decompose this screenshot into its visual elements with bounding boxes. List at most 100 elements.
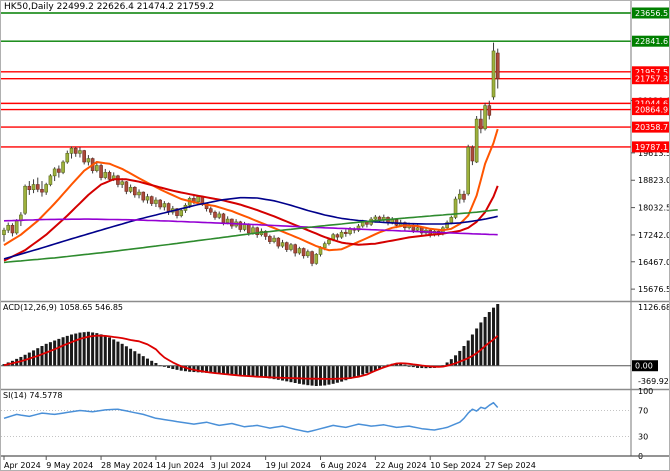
- macd-histogram-bar: [470, 334, 474, 366]
- macd-histogram-bar: [281, 365, 285, 381]
- candle-body: [35, 184, 40, 190]
- price-scale-label: 18823.0: [638, 176, 670, 185]
- macd-histogram-bar: [150, 360, 154, 366]
- level-flag-text: 19787.1: [635, 143, 668, 152]
- macd-histogram-bar: [48, 342, 52, 366]
- macd-histogram-bar: [496, 304, 500, 366]
- candle-body: [145, 196, 150, 201]
- candle-body: [128, 186, 133, 192]
- rsi-line: [3, 401, 499, 433]
- level-flag-box: [632, 35, 669, 47]
- macd-histogram-bar: [129, 348, 133, 366]
- candle-body: [225, 218, 230, 223]
- macd-histogram-bar: [276, 365, 280, 380]
- candle-body: [301, 248, 306, 257]
- candle-body: [141, 191, 146, 201]
- candle-body: [95, 165, 99, 171]
- rsi-axis-label: 30: [638, 433, 648, 442]
- macd-histogram-bar: [255, 365, 259, 377]
- level-flag-box: [632, 66, 669, 78]
- candle-body: [483, 105, 487, 130]
- date-label: 6 Aug 2024: [321, 461, 367, 470]
- macd-histogram-bar: [124, 346, 128, 366]
- level-price-flag: 22841.6: [632, 35, 669, 47]
- date-axis-group[interactable]: Apr 2024 9 May 2024 28 May 2024 14 Jun 2024…: [3, 456, 536, 470]
- candle-body: [10, 225, 15, 234]
- candle-body: [339, 231, 344, 238]
- candle-body: [377, 216, 382, 221]
- macd-histogram-bar: [268, 365, 272, 379]
- macd-histogram-bar: [200, 365, 204, 373]
- level-flag-box: [632, 141, 669, 153]
- candle-body: [162, 203, 167, 208]
- macd-histogram-bar: [251, 365, 255, 377]
- ma-long-purple: [3, 218, 498, 236]
- level-flag-box: [632, 97, 669, 109]
- candle-body: [82, 150, 86, 163]
- macd-histogram-bar: [141, 356, 145, 366]
- macd-histogram-bar: [411, 365, 415, 368]
- macd-histogram-bar: [36, 348, 40, 366]
- candle-body: [149, 196, 154, 204]
- candle-body: [276, 237, 281, 247]
- macd-histogram-bar: [454, 355, 458, 366]
- macd-histogram-bar: [420, 365, 424, 369]
- candle-body: [487, 105, 492, 116]
- level-flag-text: 23656.5: [635, 9, 668, 18]
- candle-body: [99, 165, 103, 178]
- price-scale-label: 19613.5: [638, 149, 670, 158]
- macd-histogram-bar: [331, 365, 335, 384]
- candle-body: [137, 191, 141, 196]
- candle-body: [289, 244, 293, 250]
- macd-histogram-bar: [424, 365, 428, 369]
- macd-histogram-bar: [259, 365, 263, 378]
- candle-body: [335, 234, 340, 238]
- macd-histogram-bar: [352, 365, 356, 378]
- candle-body: [103, 172, 108, 178]
- macd-histogram-bar: [226, 365, 230, 375]
- date-label: 19 Jul 2024: [266, 461, 311, 470]
- macd-histogram-bar: [487, 312, 491, 366]
- macd-histogram-bar: [91, 332, 95, 366]
- macd-histogram-bar: [458, 350, 462, 366]
- date-label: 14 Jun 2024: [156, 461, 204, 470]
- macd-histogram-bar: [221, 365, 225, 374]
- macd-histogram-bar: [95, 333, 99, 366]
- candle-body: [453, 198, 458, 218]
- macd-histogram-bar: [373, 365, 377, 371]
- candle-body: [449, 217, 454, 223]
- macd-histogram-bar: [319, 365, 322, 386]
- candle-body: [238, 221, 243, 230]
- candle-body: [14, 220, 19, 234]
- macd-histogram-bar: [365, 365, 369, 374]
- ma-medium-red: [3, 178, 499, 262]
- macd-histogram-bar: [192, 365, 196, 373]
- candle-body: [69, 147, 74, 154]
- macd-histogram-bar: [108, 337, 111, 366]
- date-label: 28 May 2024: [101, 461, 153, 470]
- macd-histogram-bar: [492, 307, 496, 366]
- candle-body: [44, 184, 49, 193]
- macd-histogram-bar: [116, 341, 120, 366]
- macd-histogram-bar: [466, 340, 470, 366]
- candle-body: [57, 168, 61, 173]
- candle-body: [2, 229, 6, 235]
- macd-histogram-bar: [293, 365, 297, 383]
- macd-histogram-bar: [243, 365, 247, 376]
- candle-body: [27, 185, 32, 190]
- candle-body: [255, 227, 259, 235]
- candle-body: [158, 199, 162, 208]
- macd-histogram-bar: [179, 365, 183, 371]
- macd-histogram-bar: [369, 365, 373, 372]
- candle-body: [415, 227, 420, 231]
- macd-histogram-bar: [82, 332, 86, 366]
- macd-histogram-bar: [462, 346, 466, 366]
- candle-body: [246, 223, 251, 234]
- candle-body: [133, 186, 137, 196]
- macd-histogram-bar: [154, 362, 158, 366]
- date-label: 22 Aug 2024: [375, 461, 426, 470]
- candle-body: [217, 213, 222, 218]
- candle-body: [474, 118, 479, 163]
- candle-body: [314, 254, 319, 264]
